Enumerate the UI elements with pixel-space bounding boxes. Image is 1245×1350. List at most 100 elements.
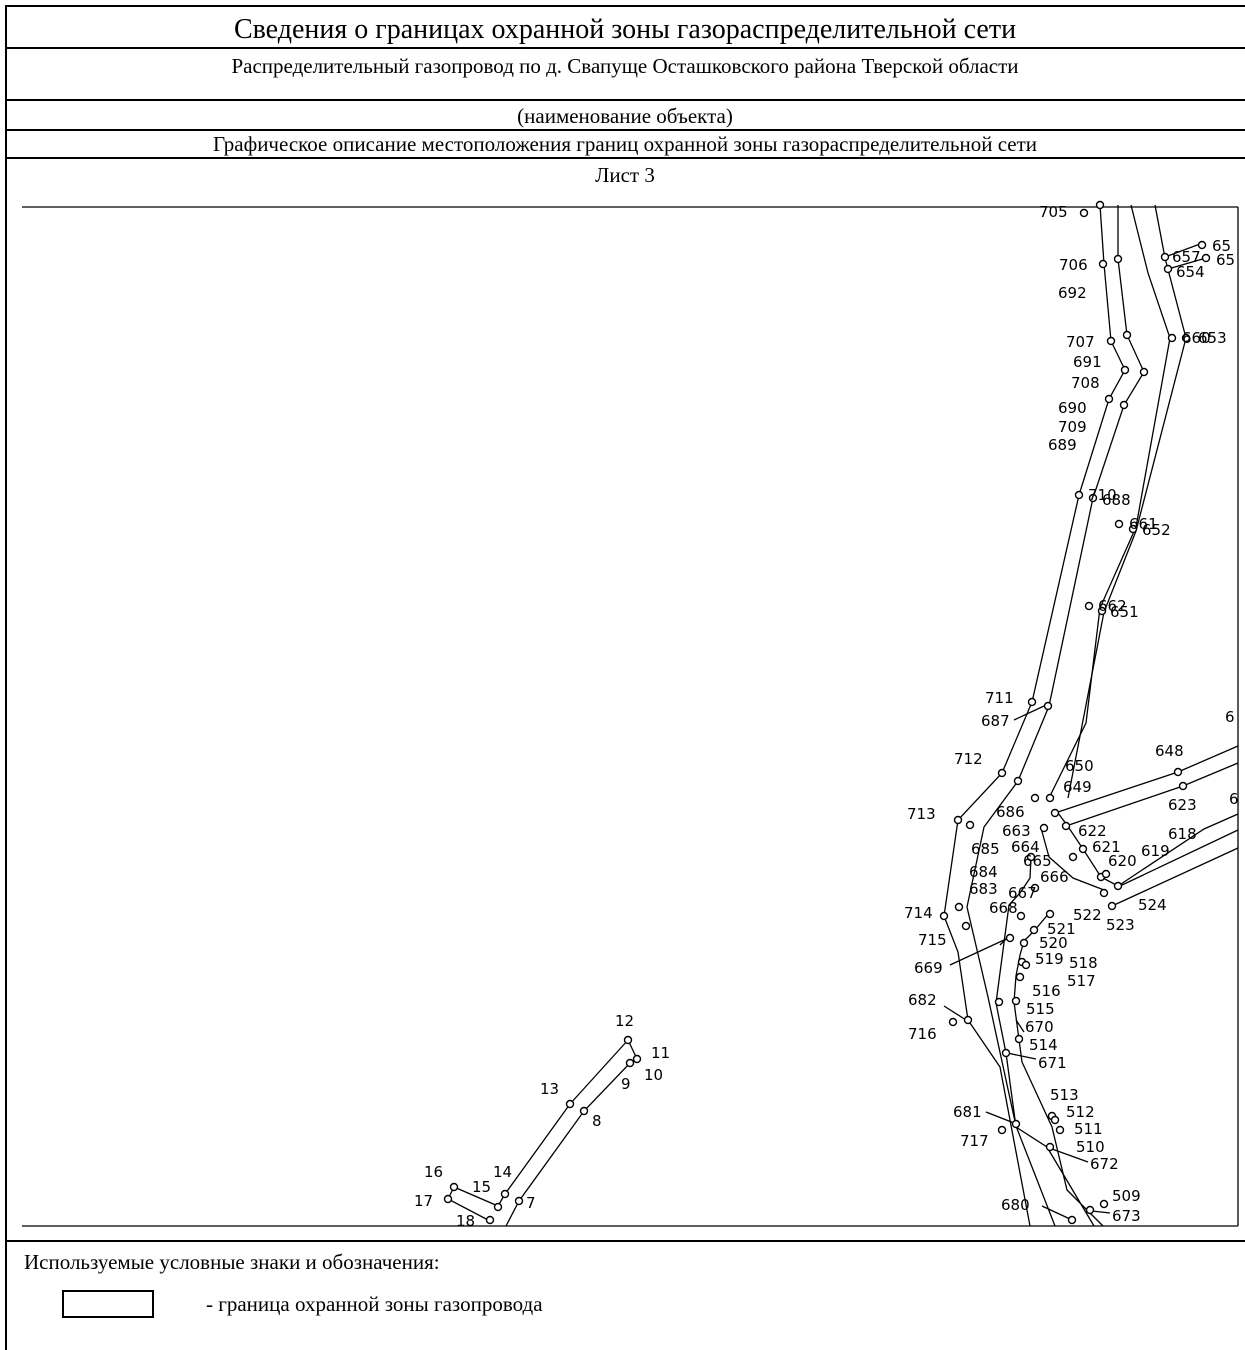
point-label: 520	[1039, 934, 1068, 952]
point-label: 518	[1069, 954, 1098, 972]
document-title: Сведения о границах охранной зоны газора…	[233, 14, 1017, 45]
point-label: 650	[1065, 757, 1094, 775]
point-label: 680	[1001, 1196, 1030, 1214]
point-label: 649	[1063, 778, 1092, 796]
point-label: 11	[651, 1044, 670, 1062]
divider	[5, 47, 1245, 49]
point-label: 682	[908, 991, 937, 1009]
point-label: 689	[1048, 436, 1077, 454]
point-label: 685	[971, 840, 1000, 858]
point-label: 10	[644, 1066, 663, 1084]
point-label: 670	[1025, 1018, 1054, 1036]
point-label: 667	[1008, 884, 1037, 902]
point-label: 620	[1108, 852, 1137, 870]
legend-item-label: - граница охранной зоны газопровода	[206, 1292, 543, 1316]
divider	[5, 1240, 1245, 1242]
point-label: 511	[1074, 1120, 1103, 1138]
point-label: 715	[918, 931, 947, 949]
point-label: 690	[1058, 399, 1087, 417]
point-label: 686	[996, 803, 1025, 821]
point-label: 521	[1047, 920, 1076, 938]
point-label: 512	[1066, 1103, 1095, 1121]
point-label: 9	[621, 1075, 631, 1093]
point-label: 657	[1172, 248, 1201, 266]
point-label: 65	[1212, 237, 1231, 255]
point-label: 672	[1090, 1155, 1119, 1173]
point-label: 13	[540, 1080, 559, 1098]
point-label: 705	[1039, 203, 1068, 221]
point-label: 515	[1026, 1000, 1055, 1018]
point-label: 691	[1073, 353, 1102, 371]
point-label: 654	[1176, 263, 1205, 281]
point-label: 648	[1155, 742, 1184, 760]
point-label: 712	[954, 750, 983, 768]
object-caption: (наименование объекта)	[517, 104, 733, 128]
point-label: 653	[1198, 329, 1227, 347]
point-label: 687	[981, 712, 1010, 730]
point-label: 524	[1138, 896, 1167, 914]
point-label: 666	[1040, 868, 1069, 886]
point-label: 713	[907, 805, 936, 823]
point-label: 514	[1029, 1036, 1058, 1054]
point-label: 516	[1032, 982, 1061, 1000]
point-label: 519	[1035, 950, 1064, 968]
divider	[5, 99, 1245, 101]
point-label: 652	[1142, 521, 1171, 539]
point-label: 15	[472, 1178, 491, 1196]
point-label: 619	[1141, 842, 1170, 860]
point-label: 523	[1106, 916, 1135, 934]
legend-symbol-boundary	[62, 1290, 154, 1318]
point-label: 14	[493, 1163, 512, 1181]
point-label: 692	[1058, 284, 1087, 302]
point-label: 714	[904, 904, 933, 922]
point-label: 665	[1023, 852, 1052, 870]
point-label: 660	[1182, 329, 1211, 347]
point-label: 709	[1058, 418, 1087, 436]
object-name: Распределительный газопровод по д. Свапу…	[231, 54, 1019, 78]
point-label: 513	[1050, 1086, 1079, 1104]
point-label: 517	[1067, 972, 1096, 990]
point-label: 710	[1088, 486, 1117, 504]
point-label: 668	[989, 899, 1018, 917]
legend-title: Используемые условные знаки и обозначени…	[24, 1250, 440, 1274]
point-label: 17	[414, 1192, 433, 1210]
graphic-caption: Графическое описание местоположения гран…	[212, 132, 1038, 156]
point-label: 622	[1078, 822, 1107, 840]
point-label: 510	[1076, 1138, 1105, 1156]
sheet-number: Лист 3	[595, 163, 655, 187]
point-label: 664	[1011, 838, 1040, 856]
point-label: 16	[424, 1163, 443, 1181]
point-label: 522	[1073, 906, 1102, 924]
point-label: 669	[914, 959, 943, 977]
point-label: 6	[1225, 708, 1235, 726]
point-label: 707	[1066, 333, 1095, 351]
point-label: 621	[1092, 838, 1121, 856]
point-label: 509	[1112, 1187, 1141, 1205]
page-frame	[5, 5, 1245, 1350]
point-label: 683	[969, 880, 998, 898]
point-label: 684	[969, 863, 998, 881]
point-label: 716	[908, 1025, 937, 1043]
divider	[5, 129, 1245, 131]
divider	[5, 157, 1245, 159]
point-label: 663	[1002, 822, 1031, 840]
point-label: 671	[1038, 1054, 1067, 1072]
point-label: 681	[953, 1103, 982, 1121]
point-label: 623	[1168, 796, 1197, 814]
point-label: 18	[456, 1212, 475, 1230]
point-label: 651	[1110, 603, 1139, 621]
point-label: 688	[1102, 491, 1131, 509]
point-label: 7	[526, 1194, 536, 1212]
point-label: 618	[1168, 825, 1197, 843]
point-label: 717	[960, 1132, 989, 1150]
point-label: 708	[1071, 374, 1100, 392]
point-label: 661	[1129, 515, 1158, 533]
point-label: 65	[1216, 251, 1235, 269]
point-label: 12	[615, 1012, 634, 1030]
point-label: 706	[1059, 256, 1088, 274]
point-label: 711	[985, 689, 1014, 707]
point-label: 673	[1112, 1207, 1141, 1225]
point-label: 6	[1229, 790, 1239, 808]
point-label: 662	[1098, 597, 1127, 615]
